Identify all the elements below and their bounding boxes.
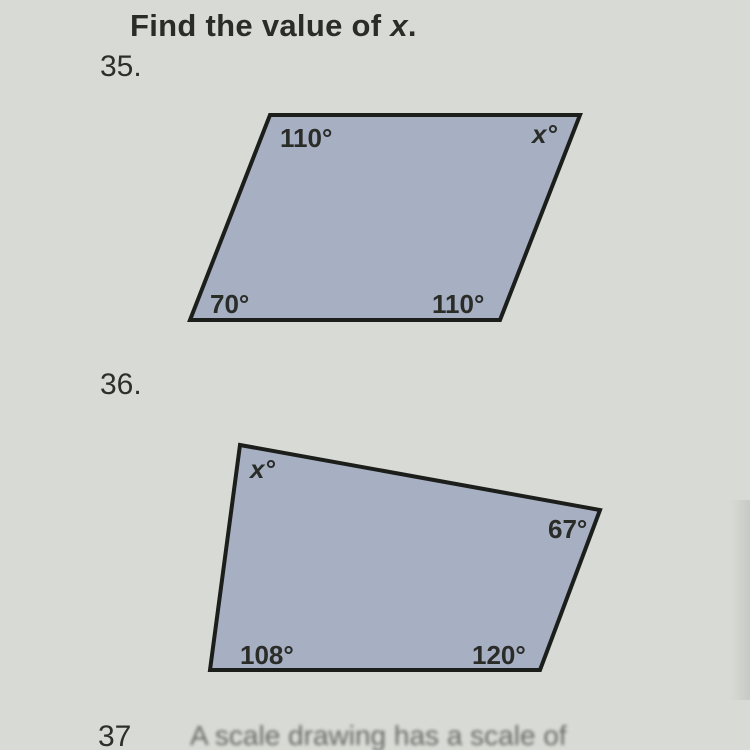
angle-label-35-bl: 70° <box>210 289 249 319</box>
quadrilateral-svg: x° 67° 108° 120° <box>170 420 620 690</box>
angle-label-35-tl: 110° <box>280 123 332 153</box>
angle-label-36-tl: x° <box>248 454 275 484</box>
angle-label-36-bl: 108° <box>240 640 294 670</box>
instruction-prefix: Find the value of <box>130 8 390 43</box>
figure-36: x° 67° 108° 120° <box>170 420 620 690</box>
right-shadow <box>730 500 750 700</box>
instruction-suffix: . <box>408 8 417 43</box>
instruction-line: Find the value of x. <box>130 8 417 44</box>
angle-label-35-tr: x° <box>530 119 557 149</box>
angle-label-36-br: 120° <box>472 640 526 670</box>
question-number-35: 35. <box>100 50 142 84</box>
angle-label-36-tr: 67° <box>548 514 587 544</box>
question-number-36: 36. <box>100 368 142 402</box>
question-37-partial-text: A scale drawing has a scale of <box>190 720 567 750</box>
angle-label-35-br: 110° <box>432 289 484 319</box>
parallelogram-svg: 110° x° 70° 110° <box>170 95 600 345</box>
figure-35: 110° x° 70° 110° <box>170 95 600 345</box>
question-number-37: 37 <box>98 720 131 750</box>
instruction-variable: x <box>390 8 408 43</box>
worksheet-page: Find the value of x. 35. 110° x° 70° 110… <box>0 0 750 750</box>
